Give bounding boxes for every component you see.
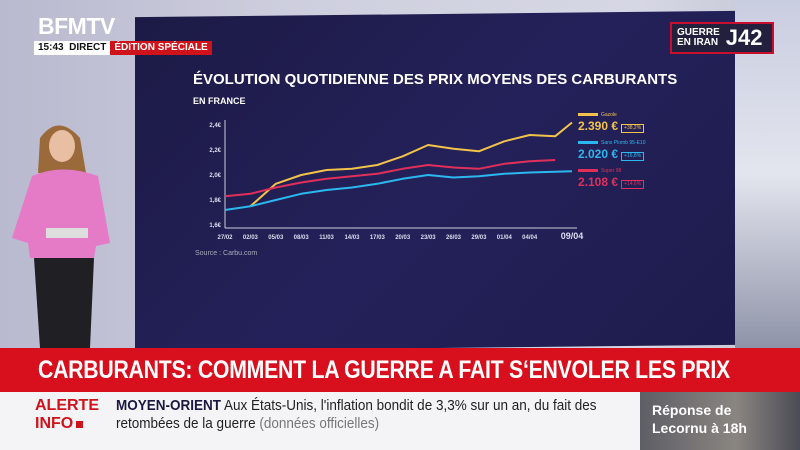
x-tick-label: 04/04 <box>522 235 538 241</box>
legend-entry: Gazole 2.390 € +38,2% <box>578 112 645 134</box>
series-line-super-98 <box>224 159 556 198</box>
x-tick-label: 29/03 <box>471 235 487 241</box>
chart-source: Source : Carbu.com <box>195 250 258 257</box>
x-tick-label: 26/03 <box>446 235 462 241</box>
time-bar: 15:43 DIRECT ÉDITION SPÉCIALE <box>34 41 212 55</box>
legend-change: +38,2% <box>621 124 645 134</box>
legend-swatch <box>578 141 598 145</box>
channel-logo: BFMTV <box>38 13 115 39</box>
chart-title: ÉVOLUTION QUOTIDIENNE DES PRIX MOYENS DE… <box>193 71 678 88</box>
clock: 15:43 DIRECT <box>34 41 111 55</box>
x-tick-label: 27/02 <box>217 235 233 241</box>
studio-background <box>735 0 800 348</box>
ticker-body: Aux États-Unis, l'inflation bondit de 3,… <box>116 397 597 432</box>
badge-label: GUERRE EN IRAN <box>677 28 720 48</box>
headline-banner: CARBURANTS: COMMENT LA GUERRE A FAIT S‘E… <box>0 348 800 392</box>
thumbnail-line2: Lecornu à 18h <box>652 420 747 436</box>
x-tick-label: 17/03 <box>370 235 386 241</box>
badge-line1: GUERRE <box>677 27 720 38</box>
badge-line2: EN IRAN <box>677 37 719 48</box>
alert-square-icon <box>76 421 84 428</box>
x-tick-label: 09/04 <box>561 231 584 241</box>
series-line-gazole <box>249 121 573 208</box>
next-program-thumbnail[interactable]: Réponse de Lecornu à 18h <box>640 392 800 450</box>
live-label: DIRECT <box>69 42 107 53</box>
alert-line2: INFO <box>35 415 74 432</box>
x-tick-label: 05/03 <box>268 235 284 241</box>
y-tick-label: 2,2€ <box>209 148 221 154</box>
legend-entry: Sans Plomb 95-E10 2.020 € +16,8% <box>578 140 646 162</box>
legend-swatch <box>578 113 598 117</box>
news-ticker: ALERTE INFO MOYEN-ORIENT Aux États-Unis, … <box>0 392 640 450</box>
legend-series-name: Super 98 <box>601 168 622 174</box>
legend-series-name: Sans Plomb 95-E10 <box>601 140 646 146</box>
x-tick-label: 08/03 <box>294 235 310 241</box>
alert-info-label: ALERTE INFO <box>35 397 99 433</box>
y-tick-label: 1,6€ <box>209 223 221 229</box>
x-tick-label: 01/04 <box>497 235 513 241</box>
alert-line1: ALERTE <box>35 397 99 414</box>
badge-day: J42 <box>725 25 763 50</box>
ticker-topic: MOYEN-ORIENT <box>116 397 222 414</box>
legend-last-value: 2.390 € <box>578 119 619 133</box>
x-tick-label: 11/03 <box>319 235 334 241</box>
legend-last-value: 2.020 € <box>578 147 619 161</box>
legend-change: +16,8% <box>621 152 645 162</box>
legend-series-name: Gazole <box>601 112 617 118</box>
legend-entry: Super 98 2.108 € +14,6% <box>578 168 645 190</box>
series-line-sans-plomb-95-e10 <box>224 170 573 211</box>
legend-swatch <box>578 169 598 173</box>
x-tick-label: 23/03 <box>421 235 437 241</box>
y-tick-label: 2,0€ <box>209 173 221 179</box>
x-tick-label: 14/03 <box>344 235 360 241</box>
war-day-badge: GUERRE EN IRAN J42 <box>670 22 774 54</box>
headline-text: CARBURANTS: COMMENT LA GUERRE A FAIT S‘E… <box>38 356 730 384</box>
y-tick-label: 2,4€ <box>209 123 221 129</box>
legend-last-value: 2.108 € <box>578 175 619 189</box>
presenter <box>12 125 110 348</box>
x-tick-label: 20/03 <box>395 235 411 241</box>
legend-change: +14,6% <box>621 180 645 190</box>
x-tick-label: 02/03 <box>243 235 259 241</box>
chart-subtitle: EN FRANCE <box>193 96 246 106</box>
y-tick-label: 1,8€ <box>209 198 221 204</box>
edition-label: ÉDITION SPÉCIALE <box>110 41 212 55</box>
clock-time: 15:43 <box>38 42 64 53</box>
ticker-note: (données officielles) <box>259 415 380 432</box>
ticker-text: MOYEN-ORIENT Aux États-Unis, l'inflation… <box>116 397 634 433</box>
thumbnail-line1: Réponse de <box>652 402 732 418</box>
